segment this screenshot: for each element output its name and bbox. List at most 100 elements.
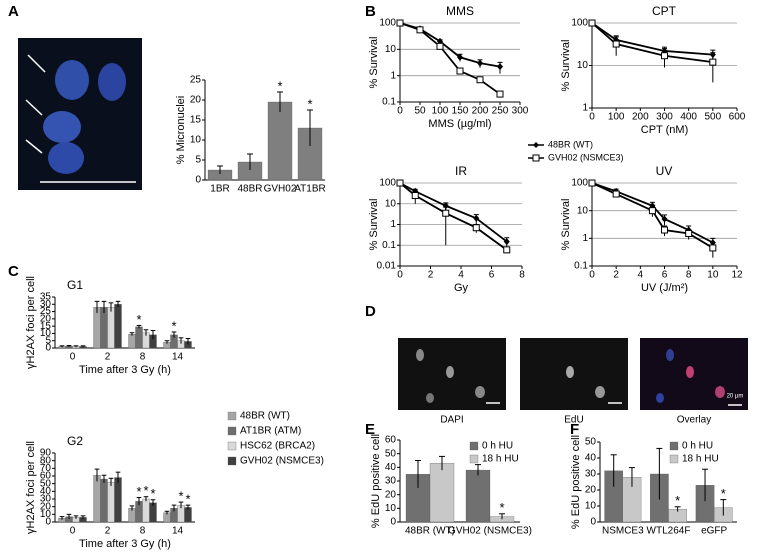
y-tick-label: 100 — [379, 18, 396, 29]
legend-swatch — [469, 454, 479, 464]
x-tick-label: GVH02 (NSMCE3) — [448, 526, 532, 537]
y-tick-label: 60 — [40, 471, 52, 482]
significance-mark: * — [721, 486, 726, 501]
y-tick-label: 100 — [571, 18, 588, 29]
marker — [648, 207, 656, 215]
marker — [503, 246, 511, 254]
x-tick-label: 1BR — [210, 184, 229, 195]
marker — [661, 215, 668, 223]
x-tick-label: 2 — [105, 352, 111, 363]
image-label: EdU — [564, 415, 583, 426]
y-tick-label: 0.1 — [574, 261, 588, 272]
y-tick-label: 40 — [585, 453, 597, 464]
significance-mark: * — [143, 483, 148, 498]
bar — [93, 475, 101, 523]
y-tick-label: 0 — [45, 343, 51, 354]
micrograph-a — [18, 38, 142, 190]
legend-swatch — [669, 454, 679, 464]
marker — [685, 229, 693, 237]
y-tick-label: 30 — [585, 469, 597, 480]
y-tick-label: 90 — [40, 448, 52, 459]
significance-mark: * — [136, 484, 141, 499]
x-tick-label: 10 — [707, 270, 719, 281]
panel-label: C — [8, 263, 19, 280]
y-tick-label: 25 — [190, 75, 202, 86]
x-tick-label: 400 — [680, 112, 697, 123]
bar — [267, 101, 293, 181]
x-axis-label: Gy — [454, 282, 469, 294]
x-tick-label: eGFP — [701, 526, 727, 537]
marker — [661, 226, 668, 234]
micrographs-d — [398, 338, 748, 410]
marker — [476, 76, 484, 84]
y-axis-label: % Survival — [368, 37, 380, 89]
y-tick-label: 1 — [390, 219, 396, 230]
x-tick-label: 8 — [686, 270, 692, 281]
significance-mark: * — [185, 492, 190, 507]
x-axis-label: UV (J/m²) — [641, 282, 688, 294]
y-tick-label: 10 — [385, 503, 397, 514]
y-axis-label: % Survival — [368, 199, 380, 251]
x-tick-label: 100 — [432, 106, 449, 117]
y-tick-label: 80 — [40, 455, 52, 466]
marker — [457, 53, 463, 61]
y-tick-label: 5 — [195, 155, 201, 166]
legend-swatch — [227, 441, 237, 451]
y-tick-label: 10 — [40, 509, 52, 520]
x-tick-label: 0 — [397, 270, 403, 281]
x-tick-label: 6 — [662, 270, 668, 281]
marker — [588, 19, 596, 27]
y-tick-label: 50 — [385, 448, 397, 459]
x-tick-label: 4 — [638, 270, 644, 281]
y-tick-label: 0.01 — [377, 261, 397, 272]
marker — [477, 59, 483, 67]
x-tick-label: 0 — [397, 106, 403, 117]
y-tick-label: 5 — [45, 335, 51, 346]
x-tick-label: GVH02 — [264, 184, 297, 195]
significance-mark: * — [178, 489, 183, 504]
x-tick-label: NSMCE3 — [602, 526, 644, 537]
y-tick-label: 60 — [385, 435, 397, 446]
x-tick-label: 14 — [172, 526, 184, 537]
marker — [442, 209, 450, 217]
significance-mark: * — [171, 318, 176, 333]
y-tick-label: 70 — [40, 463, 52, 474]
y-tick-label: 10 — [190, 135, 202, 146]
legend-label: GVH02 (NSMCE3) — [548, 152, 624, 162]
x-tick-label: 300 — [656, 112, 673, 123]
marker — [588, 179, 596, 187]
x-tick-label: 12 — [731, 270, 743, 281]
marker — [473, 214, 480, 222]
x-axis-label: CPT (nM) — [641, 124, 688, 136]
y-axis-label: γH2AX foci per cell — [25, 276, 37, 369]
y-axis-label: % Survival — [560, 40, 572, 92]
line — [591, 22, 713, 56]
y-axis-label: % EdU positive cell — [570, 435, 582, 529]
x-tick-label: 8 — [140, 526, 146, 537]
x-tick-label: 0 — [589, 270, 595, 281]
x-tick-label: 6 — [489, 270, 495, 281]
marker — [416, 26, 424, 34]
y-tick-label: 40 — [385, 462, 397, 473]
marker — [411, 191, 419, 199]
bar — [465, 469, 491, 523]
marker — [472, 224, 480, 232]
chart-title: CPT — [652, 4, 677, 18]
marker — [709, 58, 717, 66]
y-tick-label: 50 — [40, 478, 52, 489]
y-tick-label: 0 — [45, 517, 51, 528]
x-tick-label: 48BR — [237, 184, 262, 195]
legend-label: HSC62 (BRCA2) — [240, 441, 315, 452]
marker — [396, 19, 404, 27]
legend-swatch — [669, 441, 679, 451]
marker — [612, 40, 620, 48]
significance-mark: * — [136, 312, 141, 327]
significance-mark: * — [307, 96, 312, 111]
legend-swatch — [227, 411, 237, 421]
legend-label: GVH02 (NSMCE3) — [240, 456, 324, 467]
x-tick-label: 8 — [519, 270, 525, 281]
panel-label: A — [8, 3, 19, 20]
chart-title: MMS — [446, 4, 474, 18]
panel-label: D — [365, 303, 376, 320]
